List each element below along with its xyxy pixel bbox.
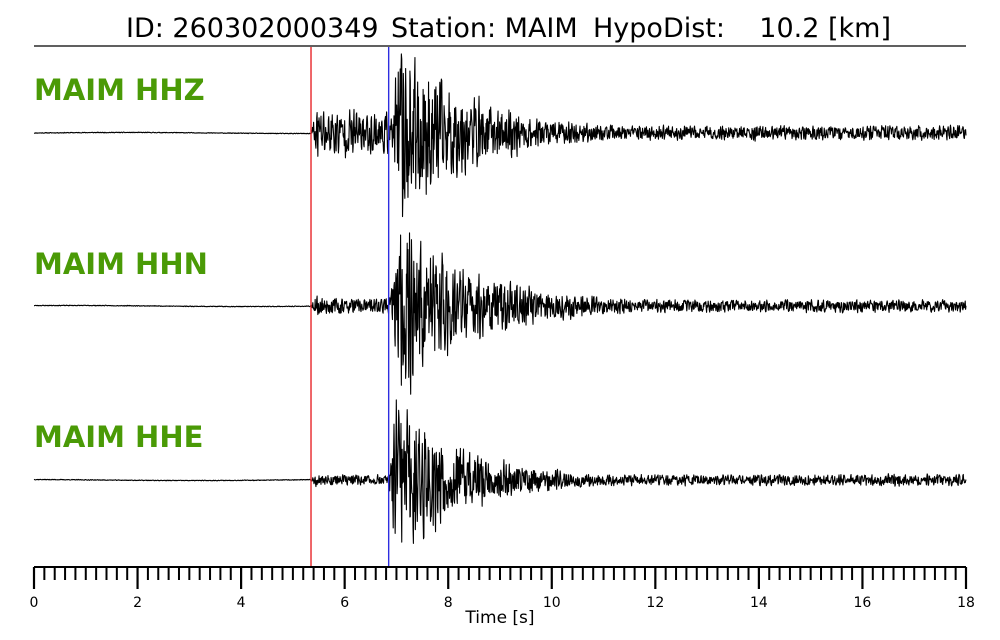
time-axis: 0 2 4 6 8 10 12 14 16 18: [30, 566, 975, 611]
x-tick-label: 2: [133, 595, 142, 611]
title-station: Station: MAIM: [391, 13, 578, 44]
x-tick-label: 14: [750, 595, 768, 611]
x-tick-label: 12: [646, 595, 664, 611]
title-id: ID: 260302000349: [126, 13, 379, 44]
x-tick-label: 16: [854, 595, 872, 611]
trace-line-maim-hhe: [33, 399, 967, 544]
trace-line-maim-hhn: [33, 232, 967, 395]
phase-picks: [310, 47, 390, 567]
title-hypodist: HypoDist: 10.2 [km]: [593, 13, 891, 44]
trace-label: MAIM HHZ: [34, 73, 205, 107]
trace-label: MAIM HHN: [34, 247, 208, 281]
x-tick-label: 0: [30, 595, 39, 611]
trace-group: [33, 53, 967, 544]
x-tick-label: 8: [444, 595, 453, 611]
x-tick-label: 4: [237, 595, 246, 611]
trace-labels: MAIM HHZ MAIM HHN MAIM HHE: [34, 73, 208, 454]
trace-line-maim-hhz: [33, 53, 967, 218]
x-axis-label: Time [s]: [464, 608, 534, 628]
x-tick-label: 10: [543, 595, 561, 611]
trace-label: MAIM HHE: [34, 420, 203, 454]
x-tick-label: 18: [957, 595, 975, 611]
x-tick-label: 6: [340, 595, 349, 611]
